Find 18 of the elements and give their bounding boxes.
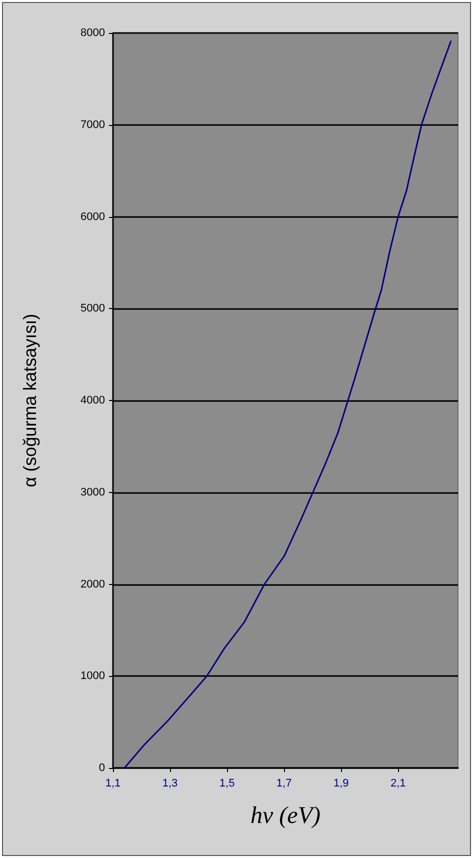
y-tick-label: 3000 [80,486,105,498]
x-tick-label: 1,5 [219,778,235,790]
y-tick-label: 8000 [80,27,105,39]
x-tick-label: 1,9 [333,778,349,790]
y-tick-label: 4000 [80,394,105,406]
x-tick-label: 1,1 [105,778,121,790]
y-tick-label: 7000 [80,118,105,131]
x-tick-label: 1,7 [276,778,292,790]
line-series [124,40,452,769]
y-tick-label: 2000 [80,578,105,590]
y-tick-label: 5000 [80,302,105,315]
x-axis-title: hν (eV) [250,803,320,829]
y-tick-label: 6000 [80,210,105,223]
y-tick-label: 1000 [80,670,105,682]
x-tick-label: 1,3 [162,778,178,790]
y-tick-label: 0 [98,762,105,774]
y-axis-title: α (soğurma katsayısı) [20,314,40,488]
x-tick-label: 2,1 [390,778,406,790]
